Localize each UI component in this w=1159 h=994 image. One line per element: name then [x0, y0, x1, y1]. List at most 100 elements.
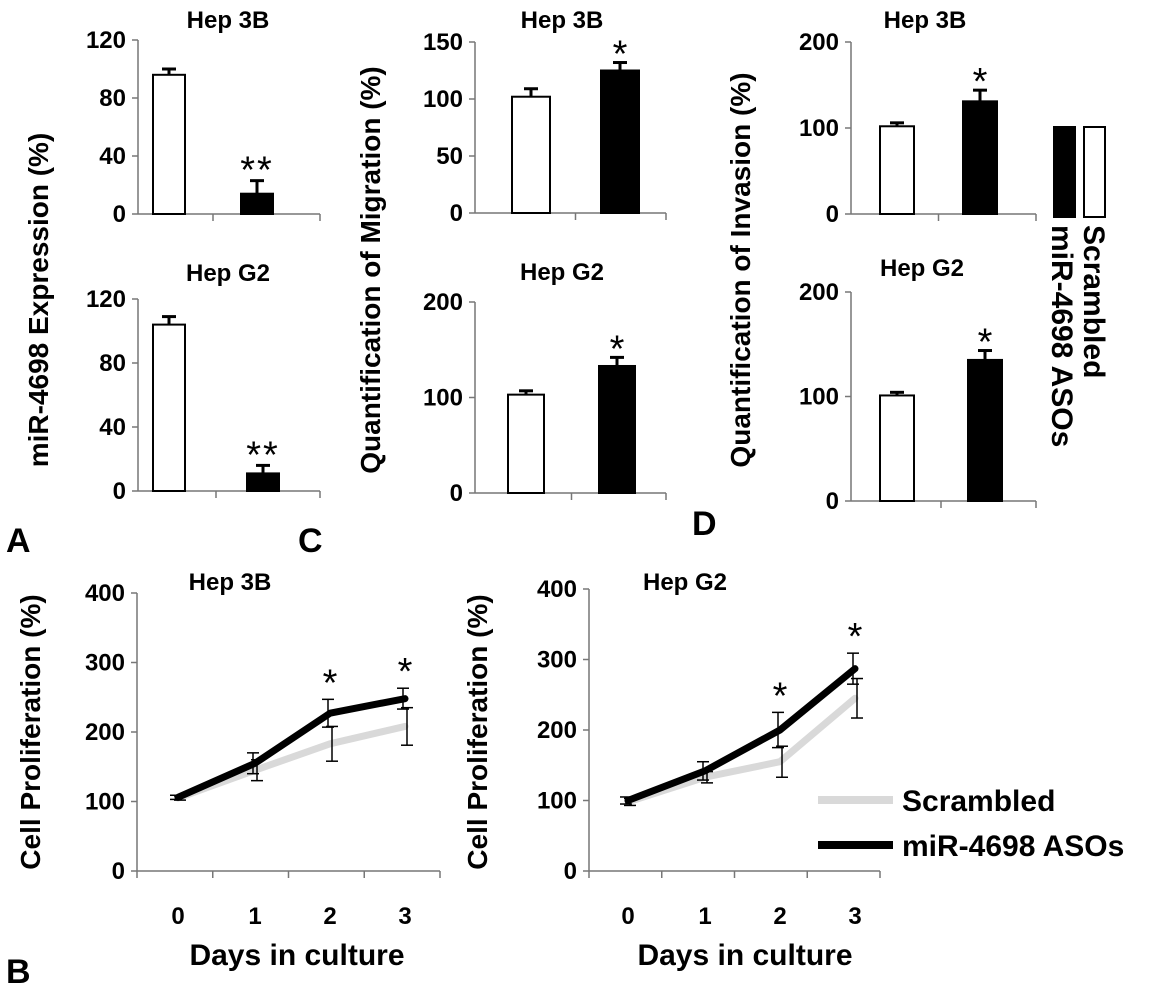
- chart-title: Hep G2: [880, 255, 964, 282]
- y-tick-label: 100: [799, 384, 839, 411]
- y-tick-label: 200: [799, 29, 839, 56]
- significance-label: **: [246, 434, 280, 476]
- y-tick-label: 120: [86, 27, 126, 54]
- y-tick-label: 120: [86, 286, 126, 313]
- y-tick-label: 0: [564, 858, 577, 885]
- chart-title: Hep 3B: [187, 7, 270, 34]
- y-axis-label: Cell Proliferation (%): [15, 594, 46, 869]
- y-tick-label: 0: [450, 480, 463, 507]
- bar-scrambled: [511, 95, 551, 214]
- y-tick-label: 100: [423, 385, 463, 412]
- panel-letter-c: C: [298, 522, 323, 560]
- chart-b2: Hep G2 Cell Proliferation (%) 0 100 200 300 40…: [462, 569, 881, 972]
- bar-scrambled: [152, 323, 186, 492]
- series-line-scrambled: [624, 694, 859, 806]
- y-tick-label: 100: [799, 115, 839, 142]
- y-tick-label: 100: [537, 788, 577, 815]
- y-tick-label: 80: [99, 350, 126, 377]
- bar-scrambled: [507, 393, 545, 495]
- y-tick-label: 0: [112, 858, 125, 885]
- y-tick-label: 200: [799, 279, 839, 306]
- y-tick-label: 50: [436, 143, 463, 170]
- x-tick-label: 0: [621, 903, 634, 930]
- chart-d1: Hep 3B Quantification of Invasion (%) 0 100…: [725, 7, 1037, 468]
- significance-label: *: [613, 34, 628, 76]
- bar-asos: [600, 69, 640, 214]
- significance-label: *: [610, 328, 625, 370]
- y-tick-label: 40: [99, 143, 126, 170]
- legend-swatch-scrambled: [1083, 126, 1106, 218]
- y-tick-label: 200: [537, 717, 577, 744]
- bar-scrambled: [879, 125, 915, 215]
- x-tick-label: 3: [398, 903, 411, 930]
- series-line-asos: [624, 665, 859, 804]
- bar-asos: [967, 358, 1003, 502]
- significance-label: *: [323, 662, 338, 704]
- bar-asos: [246, 472, 280, 492]
- x-tick-label: 2: [323, 903, 336, 930]
- panel-letter-b: B: [6, 953, 31, 991]
- x-axis-label: Days in culture: [637, 939, 852, 972]
- y-tick-label: 400: [85, 580, 125, 607]
- line-legend: Scrambled miR-4698 ASOs: [818, 785, 1124, 863]
- y-axis-label: Quantification of Migration (%): [355, 66, 386, 474]
- bar-asos: [240, 192, 274, 215]
- significance-label: **: [240, 150, 274, 192]
- y-tick-label: 300: [85, 650, 125, 677]
- x-tick-label: 2: [773, 903, 786, 930]
- y-tick-label: 400: [537, 576, 577, 603]
- significance-label: *: [398, 651, 413, 693]
- y-tick-label: 0: [113, 478, 126, 505]
- y-tick-label: 0: [826, 488, 839, 515]
- y-tick-label: 0: [826, 201, 839, 228]
- y-tick-label: 200: [85, 719, 125, 746]
- bar-scrambled: [152, 73, 186, 215]
- legend-label-scrambled: Scrambled: [1077, 225, 1110, 378]
- legend-label-asos: miR-4698 ASOs: [1045, 225, 1078, 447]
- y-tick-label: 0: [450, 200, 463, 227]
- chart-b1: Hep 3B Cell Proliferation (%) 0 100 200 300 40…: [15, 569, 441, 972]
- significance-label: *: [848, 616, 863, 658]
- y-tick-label: 200: [423, 289, 463, 316]
- x-tick-label: 1: [248, 903, 261, 930]
- x-tick-label: 1: [698, 903, 711, 930]
- legend-swatch-asos: [1053, 126, 1076, 218]
- chart-title: Hep 3B: [189, 569, 272, 596]
- significance-label: *: [773, 675, 788, 717]
- legend-line-label-asos: miR-4698 ASOs: [902, 830, 1124, 863]
- x-axis-label: Days in culture: [189, 939, 404, 972]
- chart-a2: Hep G2 0 40 80 120 **: [86, 260, 321, 505]
- y-tick-label: 300: [537, 647, 577, 674]
- y-tick-label: 0: [113, 201, 126, 228]
- y-tick-label: 100: [423, 86, 463, 113]
- bar-scrambled: [879, 394, 915, 502]
- bar-legend: Scrambled miR-4698 ASOs: [1045, 126, 1110, 447]
- chart-title: Hep 3B: [884, 7, 967, 34]
- y-tick-label: 150: [423, 29, 463, 56]
- y-tick-label: 80: [99, 85, 126, 112]
- panel-letter-a: A: [6, 522, 31, 560]
- panel-letter-d: D: [692, 505, 717, 543]
- bar-asos: [598, 364, 636, 494]
- chart-title: Hep G2: [520, 259, 604, 286]
- significance-label: *: [973, 61, 988, 103]
- significance-label: *: [978, 322, 993, 364]
- chart-a1: Hep 3B miR-4698 Expression (%) 0 40 80 120 **: [23, 7, 321, 468]
- y-axis-label: Cell Proliferation (%): [462, 594, 493, 869]
- y-axis-label: miR-4698 Expression (%): [23, 133, 54, 468]
- y-tick-label: 100: [85, 789, 125, 816]
- chart-d2: Hep G2 0 100 200 *: [799, 255, 1037, 515]
- y-tick-label: 40: [99, 414, 126, 441]
- chart-c1: Hep 3B Quantification of Migration (%) 0 50…: [355, 7, 667, 474]
- bar-asos: [962, 100, 998, 215]
- y-axis-label: Quantification of Invasion (%): [725, 72, 756, 467]
- series-line-asos: [174, 695, 409, 801]
- x-tick-label: 0: [171, 903, 184, 930]
- legend-line-label-scrambled: Scrambled: [902, 785, 1055, 818]
- x-tick-label: 3: [848, 903, 861, 930]
- chart-c2: Hep G2 0 100 200 *: [423, 259, 667, 507]
- chart-title: Hep G2: [643, 569, 727, 596]
- chart-title: Hep 3B: [521, 7, 604, 34]
- chart-title: Hep G2: [186, 260, 270, 287]
